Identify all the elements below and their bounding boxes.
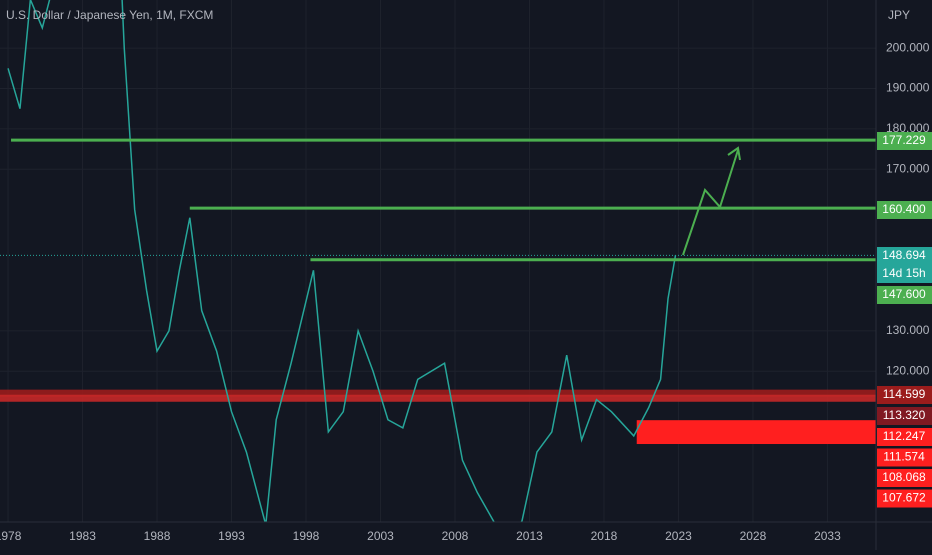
y-tick-label: 200.000 [886, 40, 930, 54]
price-tag [877, 265, 932, 283]
red-zone [636, 420, 876, 445]
price-tag-label: 148.694 [882, 248, 926, 262]
forecast-arrow [682, 149, 739, 256]
price-tag-label: 160.400 [882, 202, 926, 216]
price-tag-label: 112.247 [883, 429, 926, 443]
price-tag [877, 286, 932, 304]
x-tick-label: 1988 [144, 529, 171, 543]
price-tag [877, 428, 932, 446]
price-tag-label: 114.599 [883, 387, 926, 401]
y-tick-label: 120.000 [886, 363, 930, 377]
x-tick-label: 2023 [665, 529, 692, 543]
y-tick-label: 170.000 [886, 161, 930, 175]
price-tag [877, 132, 932, 150]
chart-title: U.S. Dollar / Japanese Yen, 1M, FXCM [6, 8, 213, 22]
price-tag-label: 177.229 [882, 133, 926, 147]
price-tag [877, 448, 932, 467]
price-tag [877, 407, 932, 425]
x-tick-label: 2028 [740, 529, 767, 543]
x-tick-label: 1993 [218, 529, 245, 543]
price-tag [877, 469, 932, 487]
price-tag-label: 107.672 [882, 491, 926, 505]
y-tick-label: 180.000 [886, 121, 930, 135]
y-tick-label: 190.000 [886, 81, 930, 95]
x-tick-label: 1978 [0, 529, 22, 543]
arrow-head [727, 146, 741, 161]
price-tag-label: 113.320 [883, 408, 926, 422]
price-tag-label: 111.574 [883, 450, 925, 464]
price-line [7, 0, 677, 522]
x-tick-label: 2008 [442, 529, 469, 543]
price-tag [877, 201, 932, 219]
price-tag [877, 247, 932, 265]
y-axis-label: JPY [888, 8, 910, 22]
x-tick-label: 1983 [69, 529, 96, 543]
x-tick-label: 2003 [367, 529, 394, 543]
y-tick-label: 130.000 [886, 323, 930, 337]
x-tick-label: 2013 [516, 529, 543, 543]
x-tick-label: 2018 [591, 529, 618, 543]
price-tag [877, 386, 932, 404]
price-tag-label: 108.068 [882, 470, 926, 484]
x-tick-label: 1998 [293, 529, 320, 543]
x-tick-label: 2033 [814, 529, 841, 543]
price-tag-label: 14d 15h [882, 266, 925, 280]
price-tag [877, 489, 932, 508]
price-tag-label: 147.600 [882, 287, 926, 301]
